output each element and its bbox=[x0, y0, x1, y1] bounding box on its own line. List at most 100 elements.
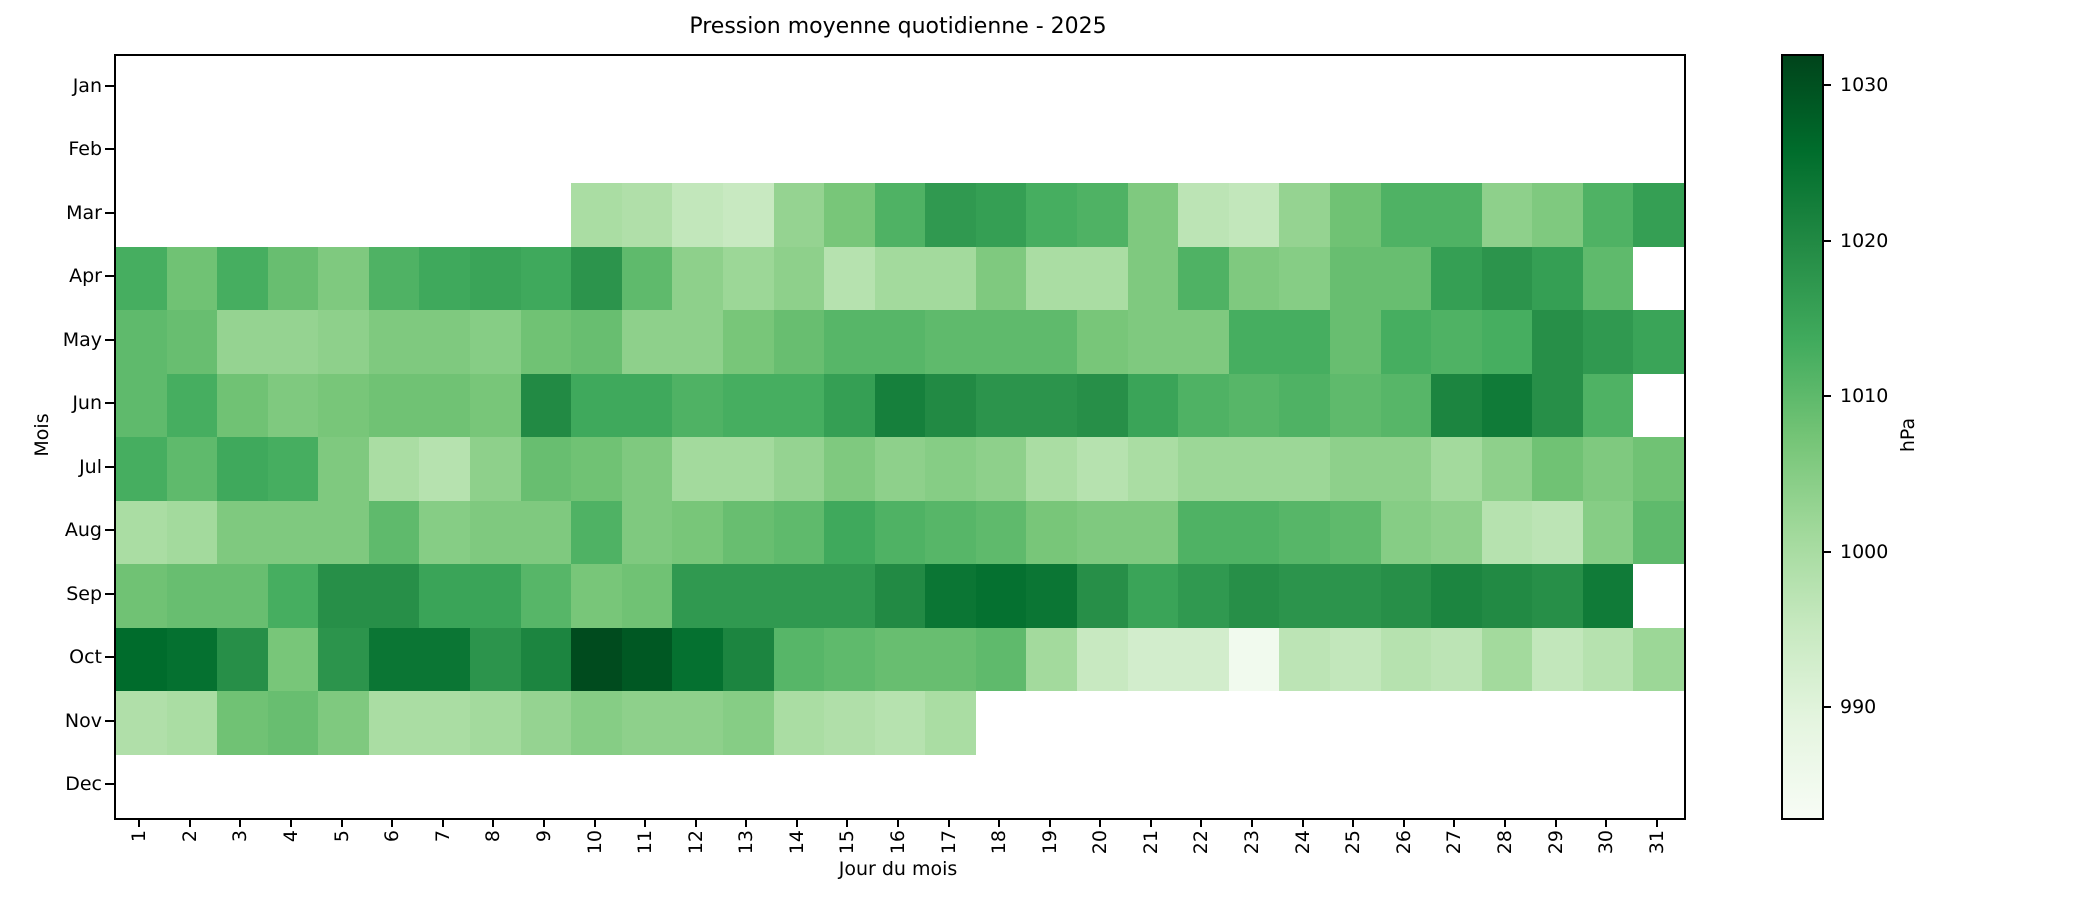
x-tick-label: 11 bbox=[634, 830, 657, 855]
heatmap-cell bbox=[268, 755, 319, 819]
heatmap-cell bbox=[621, 437, 673, 501]
x-tick-label: 10 bbox=[583, 830, 606, 855]
heatmap-cell bbox=[571, 246, 622, 310]
heatmap-cell bbox=[925, 373, 976, 437]
heatmap-cell bbox=[874, 564, 926, 628]
y-tick-mark bbox=[105, 275, 114, 278]
heatmap-cell bbox=[1127, 564, 1179, 628]
heatmap-cell bbox=[1431, 56, 1482, 120]
heatmap-cell bbox=[1026, 500, 1078, 564]
heatmap-cell bbox=[925, 310, 976, 374]
x-tick-mark bbox=[441, 818, 444, 827]
heatmap-cell bbox=[1582, 564, 1634, 628]
heatmap-cell bbox=[268, 183, 319, 247]
heatmap-cell bbox=[925, 120, 976, 184]
heatmap-cell bbox=[1127, 310, 1179, 374]
heatmap-cell bbox=[369, 183, 420, 247]
heatmap-cell bbox=[166, 627, 218, 691]
heatmap-cell bbox=[1482, 120, 1533, 184]
heatmap-cell bbox=[824, 437, 875, 501]
heatmap-cell bbox=[976, 120, 1027, 184]
heatmap-cell bbox=[1329, 310, 1381, 374]
heatmap-cell bbox=[925, 755, 976, 819]
y-tick-label: Aug bbox=[64, 519, 102, 542]
heatmap-cell bbox=[1481, 373, 1533, 437]
y-tick-mark bbox=[105, 783, 114, 786]
colorbar-tick-mark bbox=[1822, 550, 1831, 553]
heatmap-cell bbox=[470, 755, 521, 819]
heatmap-cell bbox=[1633, 56, 1684, 120]
heatmap-cell bbox=[975, 373, 1027, 437]
heatmap-cell bbox=[1582, 437, 1634, 501]
colorbar-tick-mark bbox=[1822, 84, 1831, 87]
heatmap-cell bbox=[419, 310, 471, 374]
heatmap-cell bbox=[116, 183, 167, 247]
heatmap-cell bbox=[1279, 500, 1330, 564]
x-tick-label: 30 bbox=[1595, 830, 1618, 855]
heatmap-cell bbox=[773, 437, 825, 501]
heatmap-cell bbox=[1532, 246, 1583, 310]
x-tick-mark bbox=[897, 818, 899, 827]
heatmap-cell bbox=[824, 627, 875, 691]
heatmap-cell bbox=[1532, 627, 1583, 691]
colorbar-tick-label: 1020 bbox=[1840, 229, 1889, 252]
heatmap-cell bbox=[1077, 691, 1128, 755]
heatmap-cell bbox=[1127, 437, 1179, 501]
heatmap-cell bbox=[1381, 755, 1432, 819]
heatmap-cell bbox=[419, 437, 471, 501]
colorbar-tick-label: 1000 bbox=[1840, 540, 1889, 563]
x-tick-mark bbox=[998, 818, 1001, 827]
heatmap-cell bbox=[571, 183, 622, 247]
x-tick-mark bbox=[1503, 818, 1506, 827]
heatmap-cell bbox=[368, 437, 420, 501]
heatmap-cell bbox=[1228, 246, 1280, 310]
heatmap-cell bbox=[116, 120, 167, 184]
heatmap-cell bbox=[1178, 56, 1229, 120]
x-tick-mark bbox=[1149, 818, 1152, 827]
heatmap-cell bbox=[672, 691, 723, 755]
heatmap-cell bbox=[166, 246, 218, 310]
x-tick-mark bbox=[1099, 818, 1102, 827]
heatmap-cell bbox=[368, 500, 420, 564]
heatmap-cell bbox=[1329, 246, 1381, 310]
heatmap-cell bbox=[1380, 373, 1432, 437]
x-tick-mark bbox=[846, 818, 849, 827]
heatmap-cell bbox=[1178, 373, 1229, 437]
heatmap-cell bbox=[217, 627, 268, 691]
heatmap-cell bbox=[824, 755, 875, 819]
heatmap-cell bbox=[1279, 627, 1330, 691]
heatmap-cell bbox=[1077, 56, 1128, 120]
heatmap-cell bbox=[722, 500, 774, 564]
heatmap-cell bbox=[267, 691, 319, 755]
heatmap-cell bbox=[1582, 627, 1634, 691]
heatmap-cell bbox=[217, 755, 268, 819]
heatmap-cell bbox=[368, 373, 420, 437]
heatmap-cell bbox=[1532, 564, 1583, 628]
heatmap-cell bbox=[217, 310, 268, 374]
heatmap-cell bbox=[1228, 183, 1280, 247]
heatmap-cell bbox=[1228, 310, 1280, 374]
heatmap-cell bbox=[1482, 691, 1533, 755]
heatmap-cell bbox=[116, 627, 167, 691]
heatmap-cell bbox=[318, 437, 369, 501]
heatmap-cell bbox=[571, 373, 622, 437]
heatmap-cell bbox=[1279, 755, 1330, 819]
x-tick-label: 3 bbox=[229, 830, 252, 843]
heatmap-cell bbox=[571, 437, 622, 501]
x-tick-label: 26 bbox=[1392, 830, 1415, 855]
heatmap-cell bbox=[1633, 374, 1684, 438]
heatmap-grid bbox=[116, 56, 1684, 818]
heatmap-cell bbox=[267, 500, 319, 564]
x-tick-mark bbox=[694, 818, 697, 827]
heatmap-cell bbox=[166, 437, 218, 501]
heatmap-cell bbox=[672, 183, 723, 247]
heatmap-cell bbox=[116, 755, 167, 819]
heatmap-cell bbox=[622, 56, 673, 120]
y-tick-label: Jun bbox=[72, 392, 102, 415]
heatmap-cell bbox=[1077, 627, 1128, 691]
heatmap-cell bbox=[1582, 310, 1634, 374]
heatmap-cell bbox=[116, 691, 167, 755]
heatmap-cell bbox=[976, 755, 1027, 819]
heatmap-cell bbox=[267, 627, 319, 691]
y-tick-label: Mar bbox=[66, 201, 102, 224]
